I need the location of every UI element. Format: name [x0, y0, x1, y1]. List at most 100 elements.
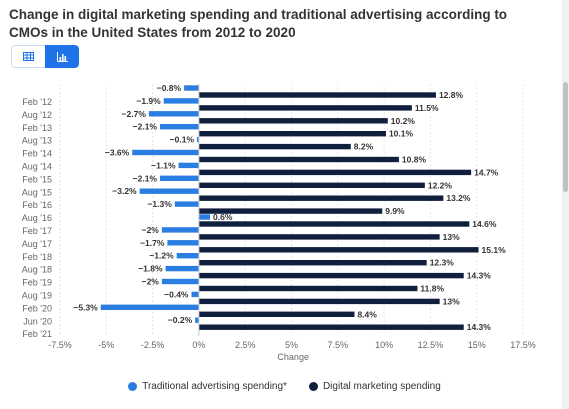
- data-label-traditional: −1.2%: [149, 251, 174, 261]
- bar-digital: [198, 105, 412, 111]
- x-tick-label: 12.5%: [418, 340, 444, 350]
- data-label-traditional: −0.1%: [170, 135, 195, 145]
- bar-traditional: [163, 98, 199, 104]
- data-label-digital: 12.8%: [439, 90, 464, 100]
- data-label-digital: 10.8%: [402, 155, 427, 165]
- x-tick-label: 7.5%: [328, 340, 349, 350]
- legend-item-traditional[interactable]: Traditional advertising spending*: [128, 381, 287, 392]
- category-label: Aug '16: [22, 213, 52, 223]
- x-tick-label: 2.5%: [235, 340, 256, 350]
- bar-digital: [198, 169, 472, 176]
- bar-traditional: [184, 85, 199, 91]
- bar-digital: [198, 131, 386, 137]
- legend-marker-traditional: [128, 382, 138, 391]
- bar-digital: [198, 118, 388, 124]
- x-tick-label: -7.5%: [48, 340, 72, 350]
- bar-traditional: [191, 291, 199, 298]
- data-label-traditional: −3.6%: [105, 148, 130, 158]
- category-label: Aug '15: [22, 187, 52, 197]
- category-label: Aug '19: [22, 291, 52, 301]
- category-label: Feb '13: [22, 123, 52, 133]
- data-label-digital: 11.8%: [420, 284, 444, 294]
- legend-item-digital[interactable]: Digital marketing spending: [308, 381, 441, 392]
- data-label-digital: 9.9%: [385, 206, 405, 216]
- bar-traditional: [139, 188, 199, 194]
- bar-digital: [198, 92, 436, 98]
- data-label-digital: 14.7%: [474, 167, 499, 177]
- data-label-digital: 10.1%: [389, 129, 414, 139]
- x-axis-title: Change: [277, 352, 309, 362]
- data-label-digital: 14.3%: [467, 322, 492, 332]
- data-label-traditional: −1.9%: [136, 96, 161, 106]
- bar-traditional: [176, 253, 199, 259]
- x-tick-label: 15%: [468, 340, 486, 350]
- data-label-traditional: −5.3%: [73, 302, 98, 312]
- category-label: Aug '18: [22, 265, 52, 275]
- data-label-digital: 14.3%: [467, 271, 492, 281]
- category-label: Feb '17: [22, 226, 52, 236]
- bar-traditional: [165, 265, 199, 272]
- bar-digital: [198, 234, 440, 240]
- data-label-traditional: −3.2%: [112, 186, 137, 196]
- data-label-digital: 8.2%: [354, 142, 374, 152]
- scrollbar-thumb[interactable]: [563, 82, 568, 192]
- data-label-traditional: −2%: [142, 277, 160, 287]
- bar-traditional: [195, 317, 199, 323]
- legend-label-traditional: Traditional advertising spending*: [142, 381, 287, 392]
- category-label: Feb '21: [22, 329, 52, 339]
- bar-traditional: [174, 201, 199, 207]
- bar-digital: [198, 298, 440, 305]
- chart-view-button[interactable]: [45, 45, 79, 68]
- chart-legend: Traditional advertising spending* Digita…: [0, 381, 569, 392]
- bar-traditional: [132, 149, 199, 156]
- bar-traditional: [161, 227, 199, 233]
- category-label: Aug '12: [22, 110, 52, 120]
- bar-traditional: [160, 175, 199, 181]
- category-label: Feb '15: [22, 174, 52, 184]
- bar-digital: [198, 311, 355, 317]
- table-icon: [23, 52, 34, 61]
- data-label-traditional: −2%: [142, 225, 160, 235]
- bar-traditional: [198, 214, 211, 220]
- data-label-digital: 11.5%: [415, 103, 439, 113]
- x-tick-label: -5%: [98, 340, 114, 350]
- data-label-traditional: −2.1%: [133, 122, 158, 132]
- data-label-traditional: −1.7%: [140, 238, 165, 248]
- bar-traditional: [148, 111, 199, 117]
- data-label-traditional: −2.7%: [122, 109, 147, 119]
- legend-label-digital: Digital marketing spending: [322, 381, 441, 392]
- x-tick-label: -2.5%: [141, 340, 165, 350]
- bar-traditional: [167, 240, 199, 246]
- bar-digital: [198, 143, 351, 150]
- legend-marker-digital: [308, 382, 318, 391]
- data-label-digital: 12.3%: [430, 258, 455, 268]
- bar-traditional: [161, 278, 199, 285]
- bar-digital: [198, 285, 418, 292]
- bar-digital: [198, 324, 464, 330]
- bar-traditional: [160, 124, 199, 130]
- bar-chart: Feb '12 Aug '12 Feb '13 Aug '13 Feb '14 Aug '…: [22, 83, 536, 362]
- bar-digital: [198, 208, 383, 214]
- category-label: Jun '20: [23, 316, 52, 326]
- x-tick-label: 17.5%: [510, 340, 536, 350]
- x-tick-label: 5%: [285, 340, 298, 350]
- bar-traditional: [197, 136, 199, 143]
- data-label-traditional: −1.8%: [138, 264, 163, 274]
- page-scrollbar[interactable]: [562, 0, 569, 409]
- table-view-button[interactable]: [11, 45, 45, 68]
- category-label: Feb '16: [22, 200, 52, 210]
- bar-traditional: [178, 162, 199, 169]
- x-tick-label: 0%: [192, 340, 205, 350]
- bar-digital: [198, 221, 470, 227]
- data-label-traditional: −0.8%: [157, 83, 182, 93]
- bar-digital: [198, 156, 399, 163]
- category-label: Feb '12: [22, 97, 52, 107]
- category-label: Aug '17: [22, 239, 52, 249]
- data-label-traditional: −0.2%: [168, 315, 193, 325]
- data-label-digital: 8.4%: [357, 309, 377, 319]
- category-label: Feb '20: [22, 303, 52, 313]
- data-label-traditional: −2.1%: [133, 173, 158, 183]
- bar-digital: [198, 182, 425, 188]
- category-label: Feb '14: [22, 149, 52, 159]
- data-label-digital: 15.1%: [482, 245, 507, 255]
